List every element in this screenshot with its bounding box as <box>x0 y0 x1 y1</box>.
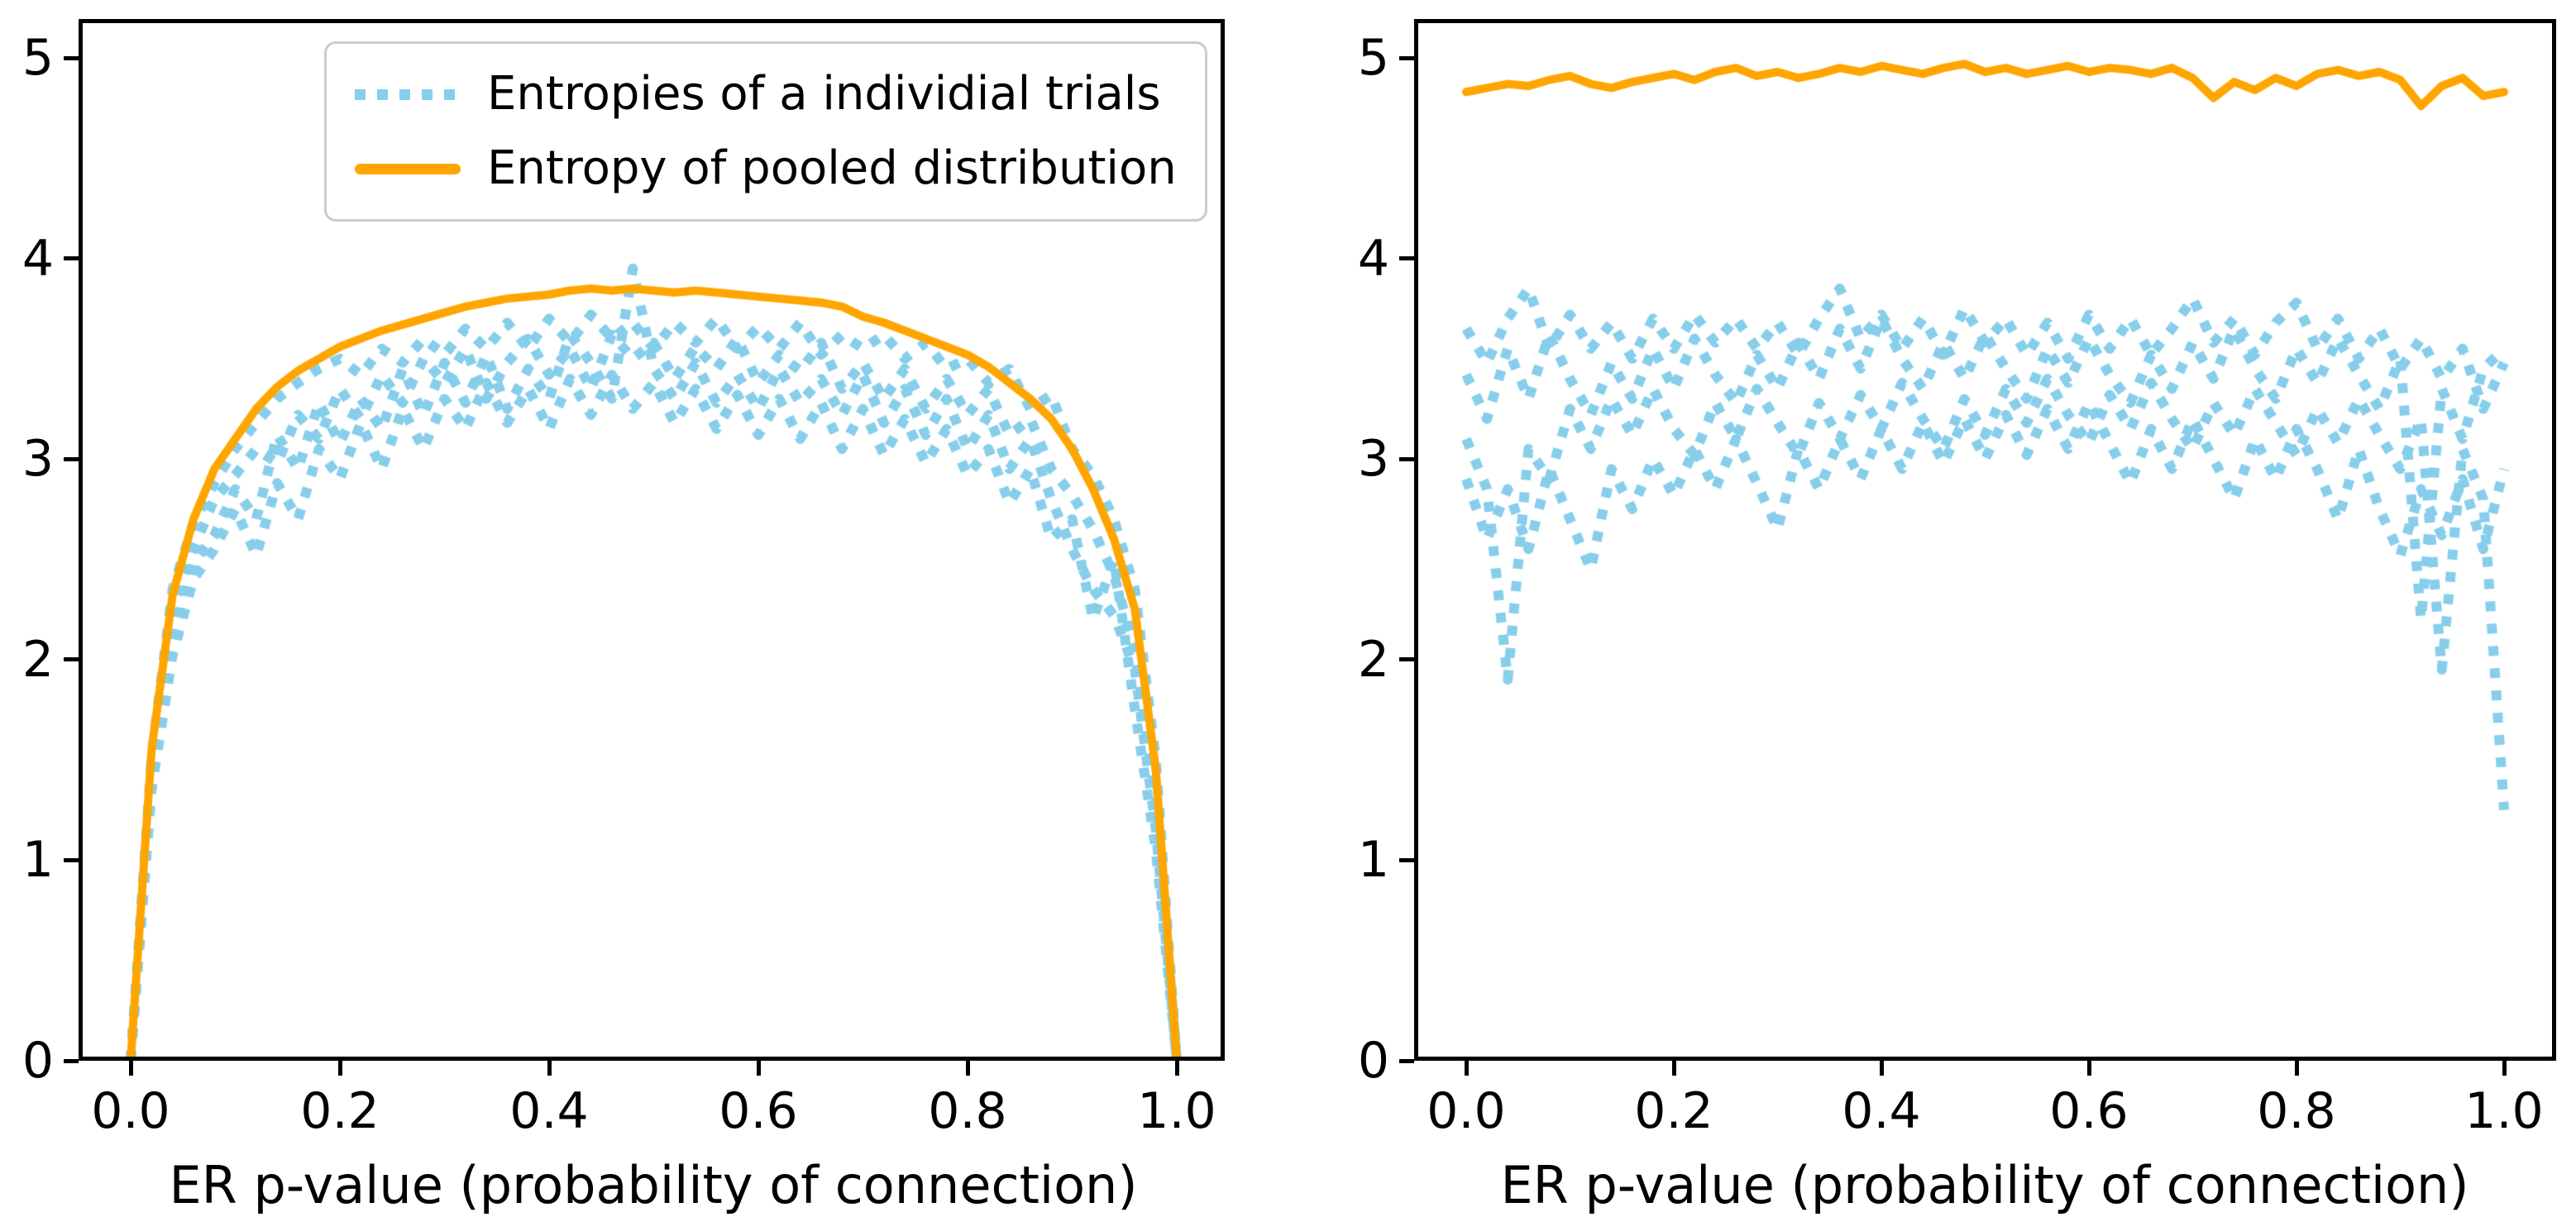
y-tick <box>1399 1058 1414 1063</box>
y-tick-label: 5 <box>1357 29 1389 87</box>
y-tick <box>1399 657 1414 662</box>
x-tick <box>1464 1061 1469 1076</box>
legend-label-individual-trials: Entropies of a individial trials <box>487 67 1161 121</box>
x-tick-label: 0.4 <box>509 1082 589 1140</box>
x-tick-label: 0.0 <box>1427 1082 1506 1140</box>
x-tick <box>756 1061 761 1076</box>
y-tick <box>64 657 79 662</box>
y-tick-label: 1 <box>1357 831 1389 890</box>
x-tick-label: 0.8 <box>928 1082 1007 1140</box>
legend: Entropies of a individial trials Entropy… <box>324 41 1207 222</box>
y-tick-label: 0 <box>22 1032 54 1090</box>
y-tick <box>1399 857 1414 862</box>
right-xaxis-label: ER p-value (probability of connection) <box>1500 1155 2469 1215</box>
y-tick-label: 3 <box>22 430 54 489</box>
x-tick-label: 1.0 <box>1137 1082 1216 1140</box>
y-tick-label: 0 <box>1357 1032 1389 1090</box>
y-tick-label: 4 <box>22 229 54 288</box>
x-tick-label: 0.6 <box>719 1082 798 1140</box>
legend-item-individual-trials: Entropies of a individial trials <box>355 67 1177 122</box>
x-tick <box>2086 1061 2091 1076</box>
x-tick <box>128 1061 133 1076</box>
y-tick <box>64 256 79 261</box>
y-tick <box>64 456 79 461</box>
solid-line-sample-icon <box>355 163 461 174</box>
right-plot-canvas <box>1418 23 2552 1057</box>
y-tick-label: 2 <box>1357 630 1389 689</box>
x-tick <box>1879 1061 1884 1076</box>
x-tick-label: 0.2 <box>300 1082 380 1140</box>
x-tick-label: 0.4 <box>1842 1082 1921 1140</box>
y-tick-label: 2 <box>22 630 54 689</box>
x-tick <box>547 1061 552 1076</box>
x-tick-label: 0.6 <box>2049 1082 2129 1140</box>
x-tick <box>2502 1061 2507 1076</box>
legend-item-pooled: Entropy of pooled distribution <box>355 141 1177 196</box>
left-subplot-axes: Entropies of a individial trials Entropy… <box>79 19 1225 1061</box>
x-tick <box>2294 1061 2299 1076</box>
y-tick-label: 5 <box>22 29 54 87</box>
y-tick <box>64 857 79 862</box>
left-xaxis-label: ER p-value (probability of connection) <box>169 1155 1138 1215</box>
dotted-line-sample-icon <box>355 88 461 100</box>
y-tick-label: 3 <box>1357 430 1389 489</box>
y-tick <box>1399 456 1414 461</box>
x-tick <box>1174 1061 1179 1076</box>
y-tick <box>1399 256 1414 261</box>
x-tick-label: 1.0 <box>2464 1082 2544 1140</box>
right-subplot-axes <box>1414 19 2556 1061</box>
legend-label-pooled: Entropy of pooled distribution <box>487 141 1177 195</box>
y-tick-label: 4 <box>1357 229 1389 288</box>
x-tick-label: 0.0 <box>91 1082 170 1140</box>
x-tick <box>965 1061 970 1076</box>
y-tick <box>1399 55 1414 60</box>
y-tick <box>64 55 79 60</box>
x-tick-label: 0.8 <box>2257 1082 2336 1140</box>
x-tick <box>337 1061 342 1076</box>
x-tick <box>1671 1061 1676 1076</box>
y-tick <box>64 1058 79 1063</box>
y-tick-label: 1 <box>22 831 54 890</box>
x-tick-label: 0.2 <box>1634 1082 1713 1140</box>
